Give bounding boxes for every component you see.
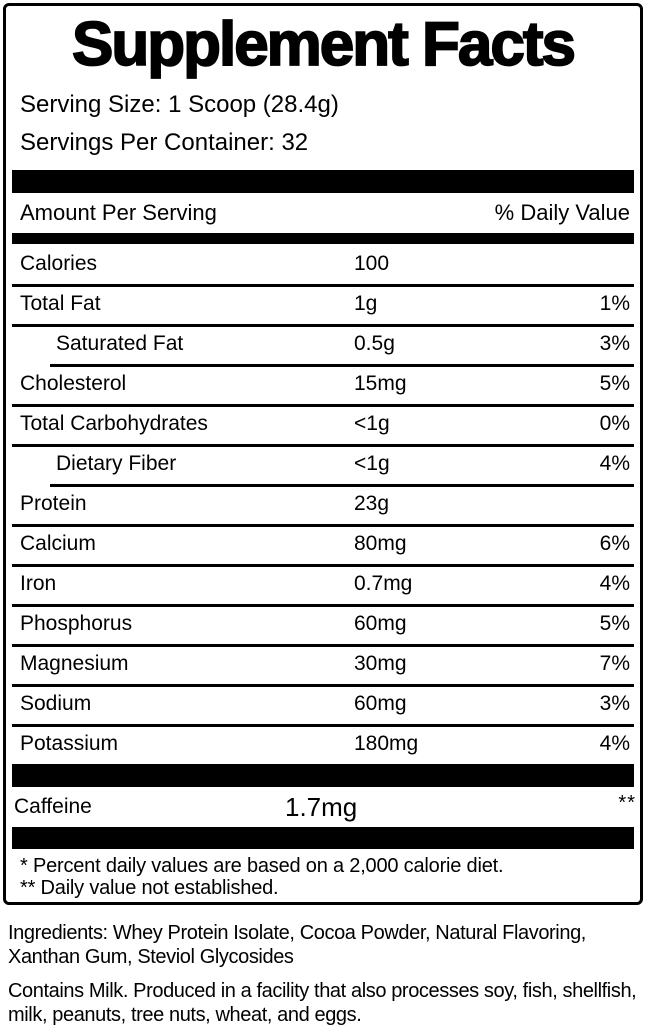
- nutrient-dv: 4%: [600, 572, 630, 596]
- nutrient-amount: 0.7mg: [354, 572, 600, 596]
- nutrient-amount: 30mg: [354, 652, 600, 676]
- nutrient-name: Iron: [20, 572, 354, 596]
- nutrient-amount: 15mg: [354, 372, 600, 396]
- nutrient-dv: 7%: [600, 652, 630, 676]
- nutrient-dv: 3%: [600, 692, 630, 716]
- nutrient-name: Total Carbohydrates: [20, 412, 354, 436]
- table-row: Iron 0.7mg 4%: [12, 564, 634, 604]
- nutrient-amount: <1g: [354, 452, 600, 476]
- table-row: Sodium 60mg 3%: [12, 684, 634, 724]
- allergen-text: Contains Milk. Produced in a facility th…: [8, 980, 642, 1027]
- nutrient-dv: 1%: [600, 292, 630, 316]
- table-row: Total Fat 1g 1%: [12, 284, 634, 324]
- table-row: Calcium 80mg 6%: [12, 524, 634, 564]
- table-row: Cholesterol 15mg 5%: [12, 364, 634, 404]
- nutrient-dv: 5%: [600, 372, 630, 396]
- nutrient-rows: Calories 100 Total Fat 1g 1% Saturated F…: [12, 244, 634, 764]
- nutrient-amount: 60mg: [354, 692, 600, 716]
- nutrient-amount: 180mg: [354, 732, 600, 756]
- nutrient-name: Calories: [20, 252, 354, 276]
- nutrient-name: Dietary Fiber: [20, 452, 354, 476]
- ingredients-line: Xanthan Gum, Steviol Glycosides: [8, 946, 642, 970]
- table-row: Dietary Fiber <1g 4%: [12, 444, 634, 484]
- table-row: Potassium 180mg 4%: [12, 724, 634, 764]
- thick-divider-caffeine-bottom: [12, 827, 634, 849]
- nutrient-dv: 4%: [600, 452, 630, 476]
- amount-per-serving-header: Amount Per Serving: [20, 200, 217, 226]
- serving-size-text: Serving Size: 1 Scoop (28.4g): [12, 90, 634, 120]
- servings-per-container-text: Servings Per Container: 32: [12, 128, 634, 158]
- nutrient-name: Sodium: [20, 692, 354, 716]
- table-row: Saturated Fat 0.5g 3%: [12, 324, 634, 364]
- nutrient-amount: 1g: [354, 292, 600, 316]
- supplement-facts-panel: Supplement Facts Serving Size: 1 Scoop (…: [3, 3, 643, 905]
- allergen-line: milk, peanuts, tree nuts, wheat, and egg…: [8, 1004, 642, 1027]
- thick-divider-top: [12, 170, 634, 193]
- table-row: Calories 100: [12, 244, 634, 284]
- nutrient-amount: 80mg: [354, 532, 600, 556]
- nutrient-name: Protein: [20, 492, 354, 516]
- column-header-row: Amount Per Serving % Daily Value: [12, 193, 634, 233]
- footnote-daily-values: * Percent daily values are based on a 2,…: [20, 855, 630, 877]
- nutrient-dv: 6%: [600, 532, 630, 556]
- nutrient-name: Cholesterol: [20, 372, 354, 396]
- nutrient-dv: **: [618, 787, 636, 815]
- nutrient-dv: 4%: [600, 732, 630, 756]
- nutrient-name: Calcium: [20, 532, 354, 556]
- nutrient-name: Potassium: [20, 732, 354, 756]
- nutrient-amount: 100: [354, 252, 630, 276]
- nutrient-amount: 60mg: [354, 612, 600, 636]
- nutrient-name: Caffeine: [14, 795, 285, 819]
- nutrient-dv: 0%: [600, 412, 630, 436]
- thick-divider-header: [12, 233, 634, 244]
- daily-value-header: % Daily Value: [495, 200, 630, 226]
- thick-divider-caffeine-top: [12, 764, 634, 787]
- nutrient-name: Total Fat: [20, 292, 354, 316]
- footnote-not-established: ** Daily value not established.: [20, 877, 630, 899]
- allergen-line: Contains Milk. Produced in a facility th…: [8, 980, 642, 1004]
- table-row: Phosphorus 60mg 5%: [12, 604, 634, 644]
- footnotes: * Percent daily values are based on a 2,…: [12, 849, 634, 899]
- nutrient-name: Magnesium: [20, 652, 354, 676]
- table-row: Magnesium 30mg 7%: [12, 644, 634, 684]
- nutrient-amount: 0.5g: [354, 332, 600, 356]
- nutrient-dv: 5%: [600, 612, 630, 636]
- nutrient-amount: <1g: [354, 412, 600, 436]
- table-row: Protein 23g: [12, 484, 634, 524]
- caffeine-row: Caffeine 1.7mg **: [6, 787, 640, 827]
- nutrient-amount: 23g: [354, 492, 630, 516]
- panel-title: Supplement Facts: [10, 12, 636, 78]
- ingredients-line: Ingredients: Whey Protein Isolate, Cocoa…: [8, 922, 642, 946]
- nutrient-name: Saturated Fat: [20, 332, 354, 356]
- table-row: Total Carbohydrates <1g 0%: [12, 404, 634, 444]
- ingredients-text: Ingredients: Whey Protein Isolate, Cocoa…: [8, 922, 642, 969]
- nutrient-amount: 1.7mg: [285, 792, 618, 823]
- nutrient-name: Phosphorus: [20, 612, 354, 636]
- nutrient-dv: 3%: [600, 332, 630, 356]
